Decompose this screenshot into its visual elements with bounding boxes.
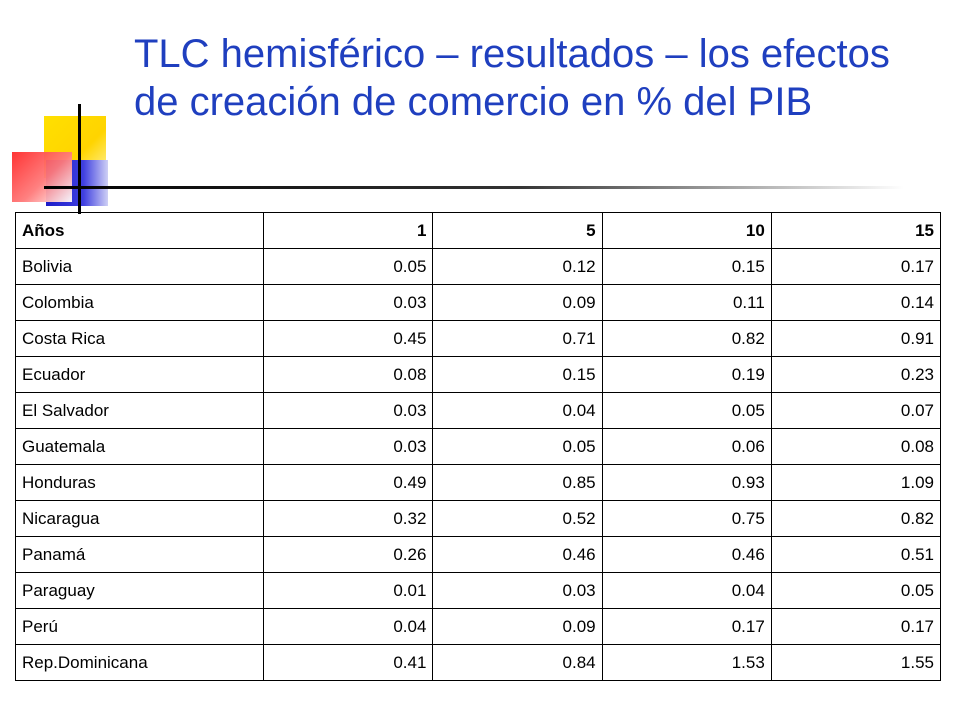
title-underline	[44, 186, 904, 189]
table-row: Nicaragua 0.32 0.52 0.75 0.82	[14, 500, 942, 537]
decor-red-square	[12, 152, 72, 202]
value-cell: 0.82	[601, 320, 772, 357]
value-cell: 0.03	[263, 428, 434, 465]
country-cell: Rep.Dominicana	[14, 644, 265, 681]
country-cell: Ecuador	[14, 356, 265, 393]
value-cell: 0.12	[432, 248, 603, 285]
value-cell: 0.04	[432, 392, 603, 429]
country-cell: Nicaragua	[14, 500, 265, 537]
value-cell: 0.17	[770, 608, 942, 645]
value-cell: 0.45	[263, 320, 434, 357]
country-cell: Paraguay	[14, 572, 265, 609]
value-cell: 1.53	[601, 644, 772, 681]
value-cell: 0.93	[601, 464, 772, 501]
value-cell: 0.52	[432, 500, 603, 537]
country-cell: Colombia	[14, 284, 265, 321]
header-cell-year-5: 5	[432, 212, 603, 249]
value-cell: 0.11	[601, 284, 772, 321]
table-row: Rep.Dominicana 0.41 0.84 1.53 1.55	[14, 644, 942, 681]
value-cell: 0.15	[432, 356, 603, 393]
header-row: Años 1 5 10 15	[14, 212, 942, 249]
header-cell-years: Años	[14, 212, 265, 249]
value-cell: 0.17	[770, 248, 942, 285]
table-body: Bolivia 0.05 0.12 0.15 0.17 Colombia 0.0…	[14, 248, 942, 681]
header-cell-year-15: 15	[770, 212, 942, 249]
value-cell: 0.07	[770, 392, 942, 429]
value-cell: 0.03	[263, 392, 434, 429]
table-row: Costa Rica 0.45 0.71 0.82 0.91	[14, 320, 942, 357]
value-cell: 0.08	[770, 428, 942, 465]
value-cell: 0.09	[432, 608, 603, 645]
value-cell: 0.26	[263, 536, 434, 573]
country-cell: Honduras	[14, 464, 265, 501]
slide-title: TLC hemisférico – resultados – los efect…	[134, 32, 890, 124]
value-cell: 0.32	[263, 500, 434, 537]
country-cell: Costa Rica	[14, 320, 265, 357]
table-row: Perú 0.04 0.09 0.17 0.17	[14, 608, 942, 645]
value-cell: 0.15	[601, 248, 772, 285]
header-cell-year-10: 10	[601, 212, 772, 249]
value-cell: 0.01	[263, 572, 434, 609]
table-row: Honduras 0.49 0.85 0.93 1.09	[14, 464, 942, 501]
table-row: Paraguay 0.01 0.03 0.04 0.05	[14, 572, 942, 609]
country-cell: Bolivia	[14, 248, 265, 285]
country-cell: El Salvador	[14, 392, 265, 429]
value-cell: 0.49	[263, 464, 434, 501]
value-cell: 0.05	[601, 392, 772, 429]
value-cell: 0.71	[432, 320, 603, 357]
value-cell: 0.09	[432, 284, 603, 321]
table-row: El Salvador 0.03 0.04 0.05 0.07	[14, 392, 942, 429]
value-cell: 0.46	[601, 536, 772, 573]
value-cell: 0.46	[432, 536, 603, 573]
value-cell: 0.04	[263, 608, 434, 645]
value-cell: 0.82	[770, 500, 942, 537]
value-cell: 0.14	[770, 284, 942, 321]
value-cell: 0.03	[263, 284, 434, 321]
value-cell: 0.23	[770, 356, 942, 393]
value-cell: 0.08	[263, 356, 434, 393]
table-row: Bolivia 0.05 0.12 0.15 0.17	[14, 248, 942, 285]
results-table: Años 1 5 10 15 Bolivia 0.05 0.12 0.15 0.…	[14, 212, 942, 681]
value-cell: 0.17	[601, 608, 772, 645]
value-cell: 0.51	[770, 536, 942, 573]
value-cell: 0.19	[601, 356, 772, 393]
value-cell: 0.05	[432, 428, 603, 465]
country-cell: Perú	[14, 608, 265, 645]
table-header: Años 1 5 10 15	[14, 212, 942, 249]
table-row: Ecuador 0.08 0.15 0.19 0.23	[14, 356, 942, 393]
value-cell: 0.05	[770, 572, 942, 609]
value-cell: 0.05	[263, 248, 434, 285]
value-cell: 1.55	[770, 644, 942, 681]
country-cell: Guatemala	[14, 428, 265, 465]
header-cell-year-1: 1	[263, 212, 434, 249]
value-cell: 0.84	[432, 644, 603, 681]
value-cell: 0.06	[601, 428, 772, 465]
value-cell: 0.04	[601, 572, 772, 609]
value-cell: 0.03	[432, 572, 603, 609]
value-cell: 0.75	[601, 500, 772, 537]
country-cell: Panamá	[14, 536, 265, 573]
table-row: Panamá 0.26 0.46 0.46 0.51	[14, 536, 942, 573]
value-cell: 0.41	[263, 644, 434, 681]
value-cell: 0.91	[770, 320, 942, 357]
table-row: Guatemala 0.03 0.05 0.06 0.08	[14, 428, 942, 465]
table-row: Colombia 0.03 0.09 0.11 0.14	[14, 284, 942, 321]
value-cell: 1.09	[770, 464, 942, 501]
value-cell: 0.85	[432, 464, 603, 501]
decor-vertical-line	[78, 104, 81, 214]
